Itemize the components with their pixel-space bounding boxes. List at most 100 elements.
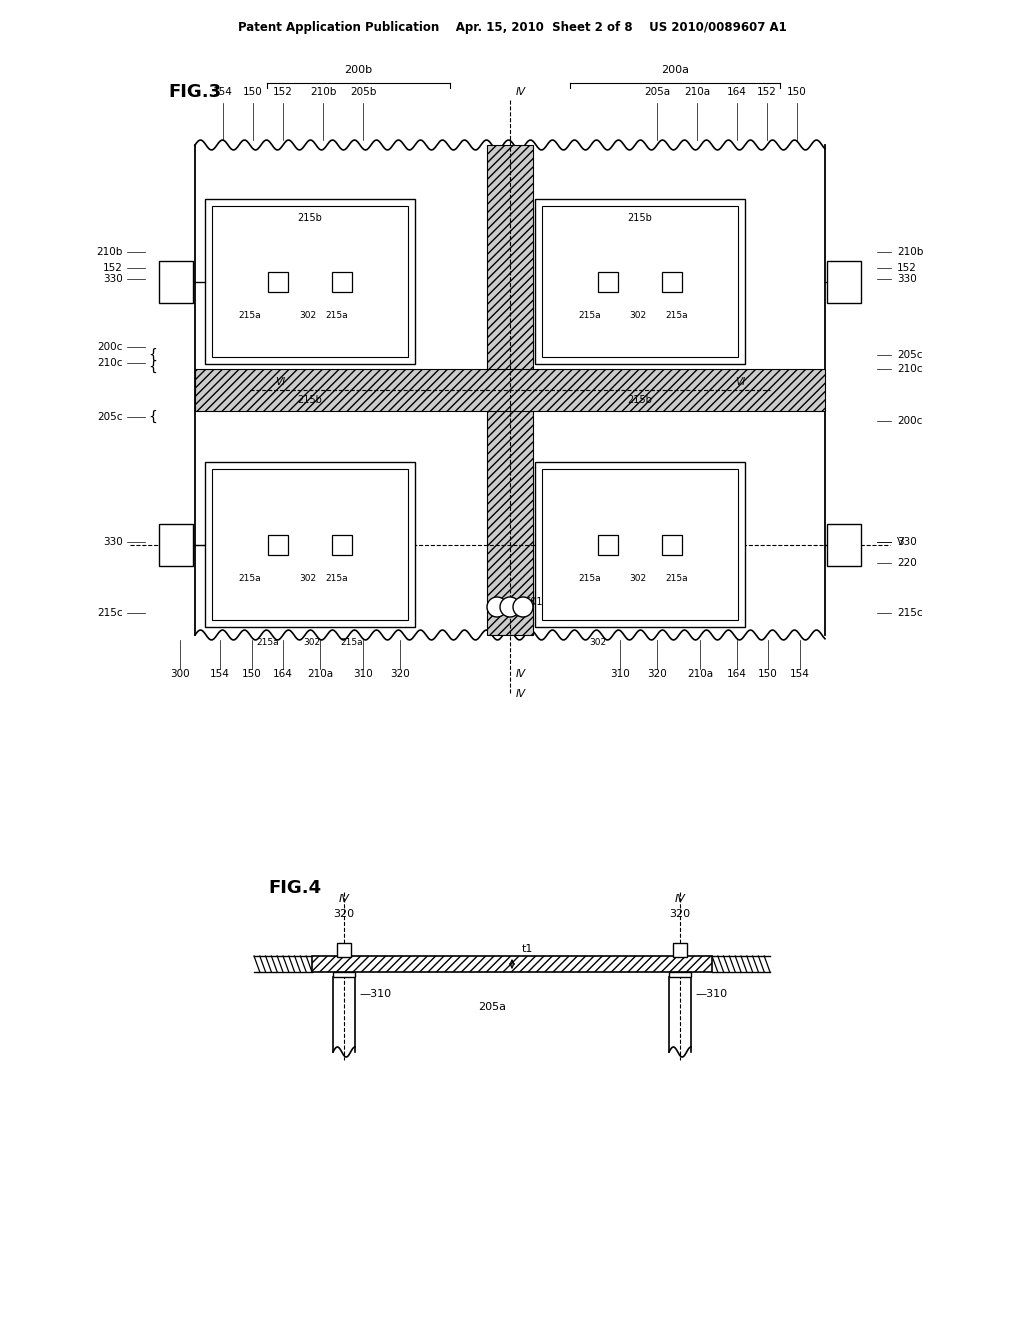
Text: 164: 164	[727, 669, 746, 678]
Text: {: {	[148, 411, 158, 424]
Bar	[662, 272, 682, 292]
Bar	[669, 972, 691, 977]
Bar	[212, 469, 408, 620]
Text: 302: 302	[630, 574, 646, 583]
Text: FIG.3: FIG.3	[168, 83, 221, 102]
Text: 215a: 215a	[666, 574, 688, 583]
Text: 215a: 215a	[666, 312, 688, 319]
Text: 210c: 210c	[97, 358, 123, 368]
Text: t1: t1	[522, 944, 534, 954]
Text: 215a: 215a	[326, 574, 348, 583]
Bar	[159, 524, 193, 566]
Text: 215a: 215a	[239, 574, 261, 583]
Text: 150: 150	[787, 87, 807, 96]
Bar	[268, 535, 288, 554]
Text: 152: 152	[273, 87, 293, 96]
Text: 205b: 205b	[350, 87, 376, 96]
Bar	[205, 462, 415, 627]
Circle shape	[500, 597, 520, 616]
Text: 205c: 205c	[97, 412, 123, 422]
Text: VI: VI	[735, 378, 745, 387]
Text: 154: 154	[213, 87, 232, 96]
Text: 320: 320	[670, 909, 690, 919]
Text: V: V	[835, 533, 842, 543]
Text: 154: 154	[791, 669, 810, 678]
Text: 200c: 200c	[897, 416, 923, 426]
Text: 152: 152	[897, 263, 916, 273]
Text: 205a: 205a	[478, 1002, 506, 1012]
Text: 200c: 200c	[97, 342, 123, 352]
Text: 210a: 210a	[684, 87, 710, 96]
Text: 302: 302	[630, 312, 646, 319]
Bar	[268, 272, 288, 292]
Text: IV: IV	[516, 689, 526, 700]
Text: 330: 330	[103, 275, 123, 284]
Text: 220: 220	[897, 558, 916, 568]
Text: 300: 300	[170, 669, 189, 678]
Text: 215a: 215a	[239, 312, 261, 319]
Text: VI: VI	[274, 378, 285, 387]
Text: 210b: 210b	[897, 247, 924, 257]
Text: 330: 330	[897, 537, 916, 546]
Text: 215b: 215b	[628, 213, 652, 223]
Text: IV: IV	[516, 669, 526, 678]
Text: 310: 310	[610, 669, 630, 678]
Text: 302: 302	[303, 638, 321, 647]
Bar	[205, 199, 415, 364]
Bar	[535, 462, 745, 627]
Text: 205c: 205c	[897, 350, 923, 360]
Text: 154: 154	[210, 669, 230, 678]
Bar	[333, 972, 355, 977]
Text: {: {	[148, 348, 158, 362]
Text: 302: 302	[590, 638, 606, 647]
Text: 152: 152	[103, 263, 123, 273]
Bar	[542, 469, 738, 620]
Text: 205a: 205a	[644, 87, 670, 96]
Bar	[535, 199, 745, 364]
Text: 210c: 210c	[897, 364, 923, 374]
Text: 302: 302	[299, 574, 316, 583]
Text: 200b: 200b	[344, 65, 373, 75]
Text: 200a: 200a	[662, 65, 689, 75]
Text: 210b: 210b	[96, 247, 123, 257]
Bar	[212, 206, 408, 356]
Text: IV: IV	[339, 894, 349, 904]
Text: 501: 501	[524, 597, 543, 607]
Bar	[312, 956, 712, 972]
Bar	[195, 370, 825, 411]
Text: —310: —310	[695, 989, 727, 999]
Text: 210b: 210b	[310, 87, 336, 96]
Text: 215b: 215b	[298, 213, 323, 223]
Bar	[332, 535, 352, 554]
Circle shape	[513, 597, 534, 616]
Text: 302: 302	[299, 312, 316, 319]
Text: 215a: 215a	[341, 638, 364, 647]
Text: {: {	[148, 360, 158, 374]
Bar	[159, 261, 193, 304]
Text: V: V	[178, 533, 185, 543]
Text: 152: 152	[757, 87, 777, 96]
Text: IV: IV	[675, 894, 685, 904]
Text: 164: 164	[727, 87, 746, 96]
Text: 215b: 215b	[298, 395, 323, 405]
Bar	[337, 942, 351, 957]
Bar	[673, 942, 687, 957]
Text: 215a: 215a	[257, 638, 280, 647]
Text: 320: 320	[647, 669, 667, 678]
Text: 320: 320	[334, 909, 354, 919]
Bar	[542, 206, 738, 356]
Text: V: V	[897, 537, 904, 546]
Bar	[598, 535, 618, 554]
Text: FIG.4: FIG.4	[268, 879, 322, 898]
Text: 320: 320	[390, 669, 410, 678]
Bar	[827, 524, 861, 566]
Bar	[332, 272, 352, 292]
Bar	[662, 535, 682, 554]
Text: 150: 150	[242, 669, 262, 678]
Bar	[598, 272, 618, 292]
Text: 310: 310	[353, 669, 373, 678]
Text: 150: 150	[243, 87, 263, 96]
Text: 210a: 210a	[687, 669, 713, 678]
Text: 215a: 215a	[579, 574, 601, 583]
Text: 164: 164	[273, 669, 293, 678]
